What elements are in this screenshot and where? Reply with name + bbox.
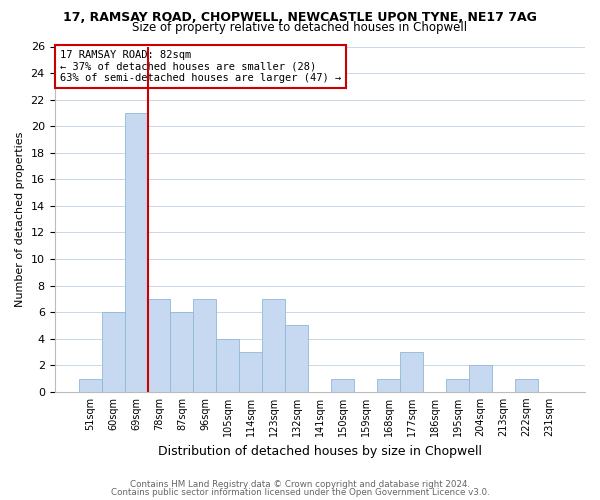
X-axis label: Distribution of detached houses by size in Chopwell: Distribution of detached houses by size … (158, 444, 482, 458)
Bar (79, 378, 101, 392)
Bar (515, 378, 538, 392)
Text: Contains HM Land Registry data © Crown copyright and database right 2024.: Contains HM Land Registry data © Crown c… (130, 480, 470, 489)
Text: 17, RAMSAY ROAD, CHOPWELL, NEWCASTLE UPON TYNE, NE17 7AG: 17, RAMSAY ROAD, CHOPWELL, NEWCASTLE UPO… (63, 11, 537, 24)
Bar (101, 312, 125, 392)
Text: Contains public sector information licensed under the Open Government Licence v3: Contains public sector information licen… (110, 488, 490, 497)
Y-axis label: Number of detached properties: Number of detached properties (15, 132, 25, 307)
Text: 17 RAMSAY ROAD: 82sqm
← 37% of detached houses are smaller (28)
63% of semi-deta: 17 RAMSAY ROAD: 82sqm ← 37% of detached … (60, 50, 341, 83)
Bar (239, 352, 262, 392)
Bar (377, 378, 400, 392)
Text: Size of property relative to detached houses in Chopwell: Size of property relative to detached ho… (133, 21, 467, 34)
Bar (193, 299, 217, 392)
Bar (262, 299, 286, 392)
Bar (148, 299, 170, 392)
Bar (217, 338, 239, 392)
Bar (469, 365, 492, 392)
Bar (446, 378, 469, 392)
Bar (400, 352, 423, 392)
Bar (331, 378, 354, 392)
Bar (286, 326, 308, 392)
Bar (170, 312, 193, 392)
Bar (125, 113, 148, 392)
